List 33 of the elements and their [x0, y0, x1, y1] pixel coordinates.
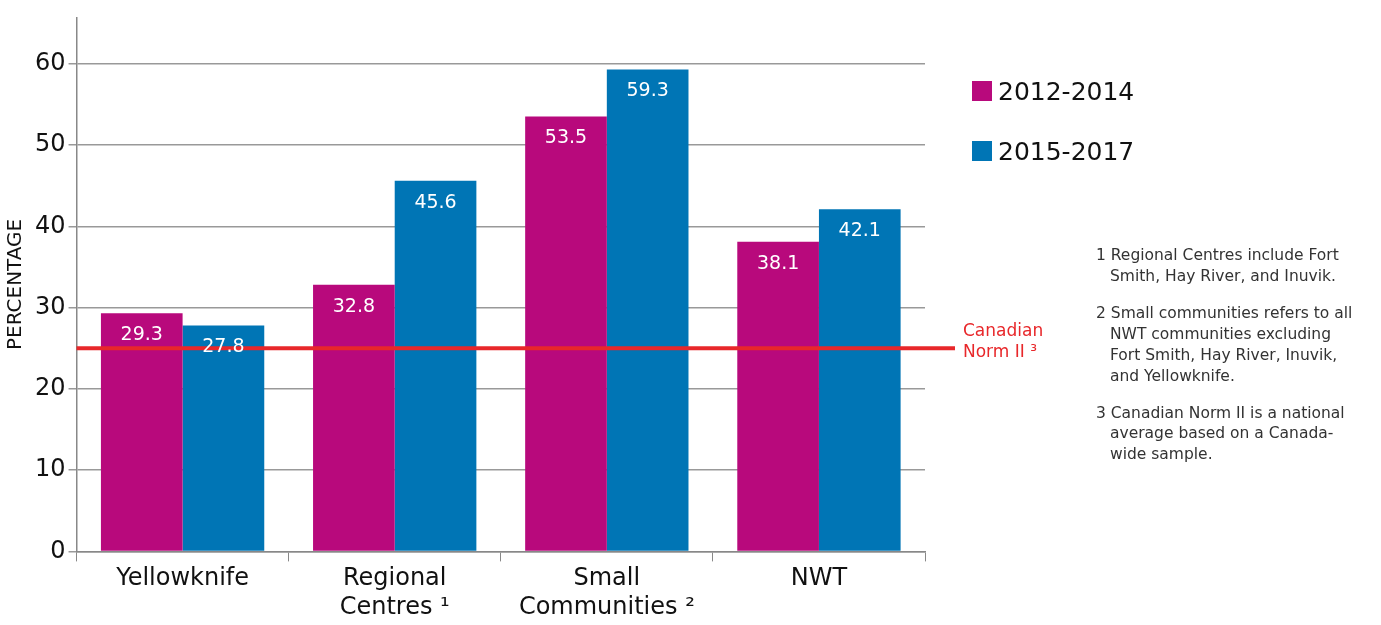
x-tick-label: Yellowknife: [115, 563, 250, 592]
data-label: 29.3: [120, 322, 163, 345]
data-label: 45.6: [414, 189, 457, 212]
legend-label: 2015-2017: [998, 136, 1135, 166]
y-tick-label: 50: [34, 129, 66, 158]
y-tick-label: 30: [34, 291, 66, 320]
y-tick-label: 0: [50, 535, 66, 564]
y-axis-title: PERCENTAGE: [2, 218, 27, 351]
x-tick-label: Small Communities ²: [518, 563, 695, 620]
y-tick-label: 10: [34, 454, 66, 483]
text: 3 Canadian Norm II is a national average based on a Canada-wide sample.: [1096, 402, 1346, 466]
data-label: 59.3: [626, 78, 669, 101]
data-label: 38.1: [756, 250, 800, 273]
data-label: 53.5: [544, 125, 588, 148]
y-tick-label: 40: [34, 210, 66, 239]
bar: [182, 325, 265, 551]
data-label: 42.1: [838, 218, 881, 241]
bar: [100, 313, 183, 551]
text: 2 Small communities refers to all NWT communities excluding Fort Smith, Hay River, Inuvik, and Yellowknife.: [1096, 302, 1354, 387]
bar: [737, 241, 819, 551]
data-label: 32.8: [332, 293, 376, 316]
legend-label: 2012-2014: [998, 76, 1135, 106]
y-tick-label: 20: [34, 373, 66, 402]
ref-line-label: Canadian Norm II ³: [963, 320, 1044, 362]
y-tick-label: 60: [34, 47, 66, 76]
text: 1 Regional Centres include Fort Smith, Hay River, and Inuvik.: [1096, 245, 1340, 287]
x-tick-label: Regional Centres ¹: [339, 563, 450, 620]
bar: [818, 209, 901, 551]
bar: [525, 116, 607, 551]
bar: [313, 284, 395, 551]
bar: [606, 69, 689, 551]
x-tick-label: NWT: [790, 563, 848, 592]
bar: [394, 180, 477, 551]
